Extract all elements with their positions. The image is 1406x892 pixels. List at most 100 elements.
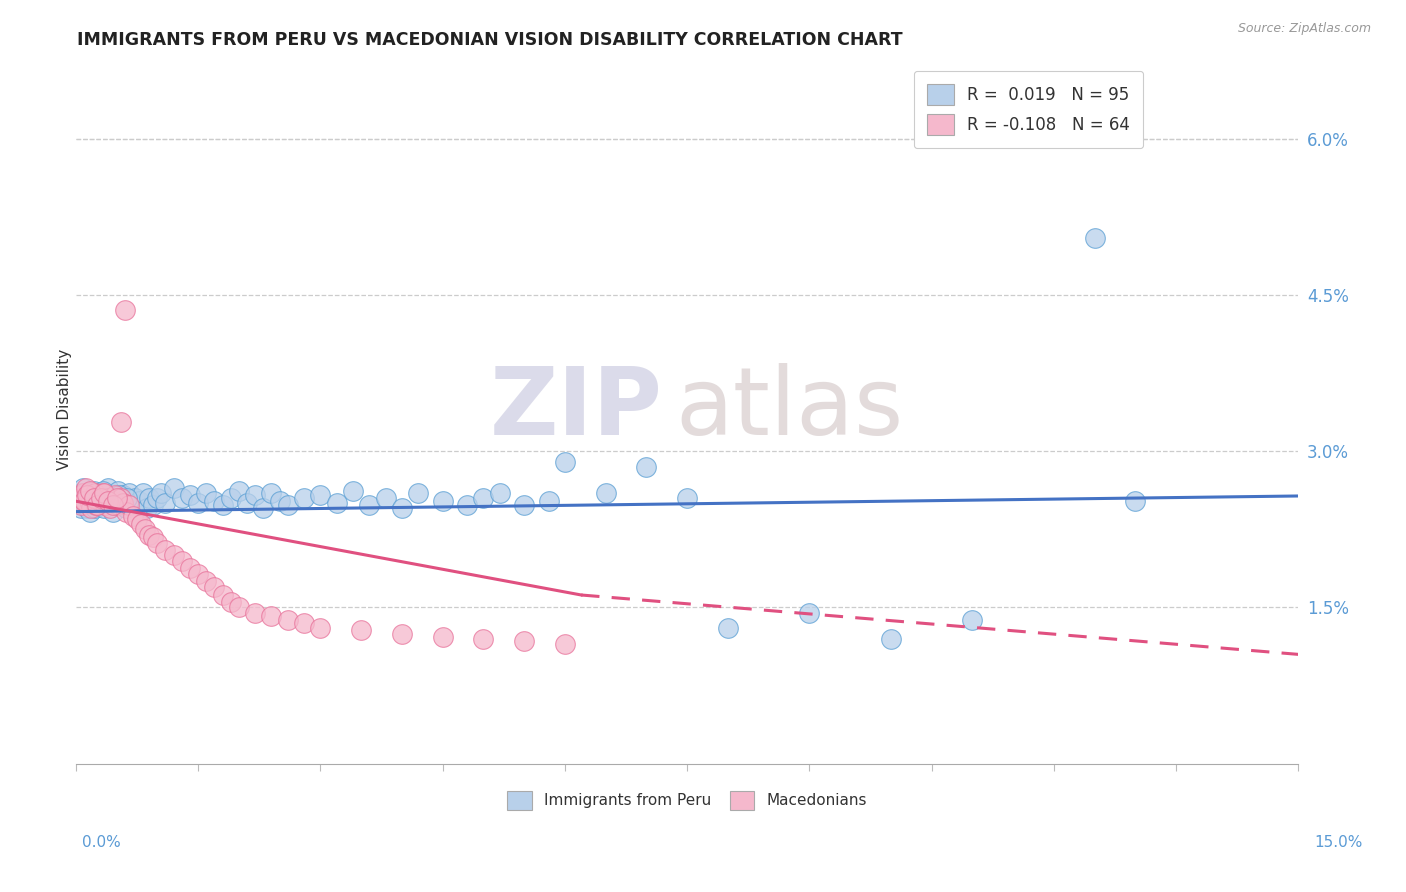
Point: [325, 496, 347, 510]
Point: [93, 486, 115, 500]
Point: [121, 499, 143, 513]
Point: [456, 499, 478, 513]
Point: [75, 494, 97, 508]
Point: [135, 501, 157, 516]
Point: [350, 624, 373, 638]
Point: [83, 499, 105, 513]
Text: atlas: atlas: [675, 363, 903, 456]
Point: [107, 483, 129, 498]
Point: [472, 632, 495, 646]
Point: [72, 481, 94, 495]
Point: [104, 488, 127, 502]
Point: [73, 494, 96, 508]
Point: [103, 505, 125, 519]
Point: [83, 486, 105, 500]
Point: [391, 501, 413, 516]
Point: [77, 488, 100, 502]
Point: [880, 632, 903, 646]
Point: [131, 486, 153, 500]
Point: [717, 621, 740, 635]
Point: [243, 488, 266, 502]
Point: [110, 491, 132, 505]
Text: IMMIGRANTS FROM PERU VS MACEDONIAN VISION DISABILITY CORRELATION CHART: IMMIGRANTS FROM PERU VS MACEDONIAN VISIO…: [77, 31, 903, 49]
Point: [309, 488, 332, 502]
Point: [513, 633, 536, 648]
Point: [374, 491, 396, 505]
Point: [76, 501, 98, 516]
Point: [142, 499, 165, 513]
Point: [75, 488, 97, 502]
Point: [155, 543, 177, 558]
Point: [112, 488, 135, 502]
Point: [432, 494, 454, 508]
Point: [84, 501, 107, 516]
Point: [97, 491, 120, 505]
Point: [170, 491, 193, 505]
Point: [138, 527, 160, 541]
Point: [79, 483, 101, 498]
Point: [211, 499, 233, 513]
Point: [236, 496, 259, 510]
Point: [252, 501, 274, 516]
Point: [121, 508, 143, 523]
Point: [537, 494, 560, 508]
Point: [91, 486, 114, 500]
Point: [89, 494, 111, 508]
Point: [110, 415, 132, 429]
Point: [90, 491, 112, 505]
Point: [100, 496, 122, 510]
Point: [142, 530, 165, 544]
Point: [77, 496, 100, 510]
Point: [146, 491, 169, 505]
Point: [179, 561, 201, 575]
Text: 15.0%: 15.0%: [1315, 836, 1362, 850]
Point: [170, 553, 193, 567]
Point: [98, 501, 121, 516]
Point: [80, 501, 103, 516]
Point: [96, 491, 118, 505]
Point: [219, 595, 242, 609]
Point: [97, 481, 120, 495]
Point: [1125, 494, 1147, 508]
Point: [150, 486, 173, 500]
Point: [432, 630, 454, 644]
Point: [472, 491, 495, 505]
Point: [309, 621, 332, 635]
Point: [97, 494, 120, 508]
Point: [269, 494, 291, 508]
Point: [277, 499, 299, 513]
Point: [125, 512, 148, 526]
Point: [162, 549, 184, 563]
Point: [72, 496, 94, 510]
Point: [94, 496, 117, 510]
Point: [202, 580, 225, 594]
Point: [243, 606, 266, 620]
Text: 0.0%: 0.0%: [82, 836, 121, 850]
Point: [105, 491, 128, 505]
Point: [82, 491, 104, 505]
Point: [118, 499, 141, 513]
Point: [79, 505, 101, 519]
Point: [69, 486, 91, 500]
Point: [72, 488, 94, 502]
Point: [70, 499, 93, 513]
Point: [277, 613, 299, 627]
Text: Source: ZipAtlas.com: Source: ZipAtlas.com: [1237, 22, 1371, 36]
Point: [636, 459, 658, 474]
Point: [292, 616, 315, 631]
Point: [595, 486, 617, 500]
Point: [799, 606, 821, 620]
Point: [146, 536, 169, 550]
Point: [98, 491, 121, 505]
Point: [391, 626, 413, 640]
Point: [77, 486, 100, 500]
Point: [187, 496, 209, 510]
Point: [104, 499, 127, 513]
Text: ZIP: ZIP: [489, 363, 662, 456]
Point: [87, 491, 110, 505]
Y-axis label: Vision Disability: Vision Disability: [58, 349, 72, 470]
Point: [195, 486, 218, 500]
Point: [554, 637, 576, 651]
Point: [115, 491, 138, 505]
Point: [83, 483, 105, 498]
